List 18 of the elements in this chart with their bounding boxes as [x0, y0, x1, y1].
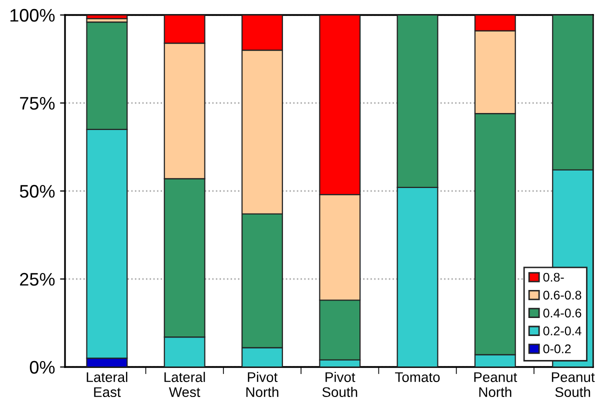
legend-label: 0.2-0.4	[543, 326, 582, 336]
y-tick-label: 50%	[20, 184, 55, 198]
y-tick-label: 25%	[20, 272, 55, 286]
y-tick-label: 100%	[10, 8, 55, 22]
x-tick-label: Peanut North	[474, 372, 518, 398]
x-tick-label: Lateral East	[86, 372, 128, 398]
x-tick-label: Tomato	[395, 372, 440, 382]
bar	[86, 15, 128, 20]
x-tick-label: Lateral West	[164, 372, 205, 398]
x-tick-label: Pivot South	[322, 372, 358, 398]
x-tick-label: Pivot North	[246, 372, 278, 398]
y-tick-label: 75%	[20, 97, 55, 110]
legend-label: 0.4-0.6	[543, 308, 582, 318]
legend-label: 0.6-0.8	[543, 290, 582, 300]
x-tick-label: Peanut South	[552, 372, 595, 398]
y-tick-label: 0%	[30, 360, 55, 374]
legend-label: 0-0.2	[543, 344, 571, 354]
legend-label: 0.8-	[543, 272, 564, 282]
